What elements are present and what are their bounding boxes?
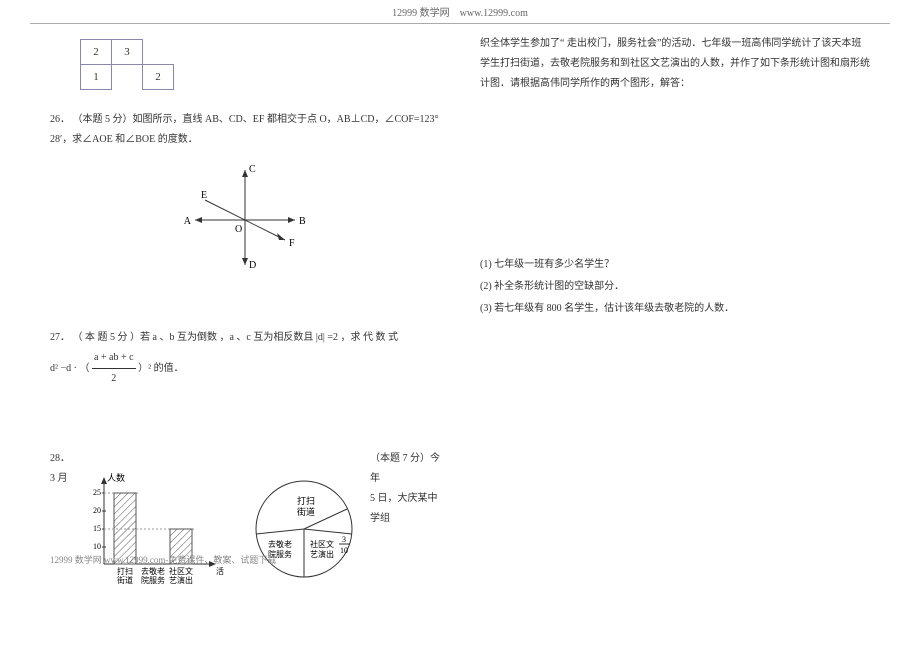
fig25-cell-empty xyxy=(112,65,143,90)
q28-left1: （本题 7 分）今年 xyxy=(370,449,440,489)
q27-text: （ 本 题 5 分 ）若 a 、b 互为倒数 ，a 、c 互为相反数且 |d| … xyxy=(73,332,398,343)
bar-chart: 人数 25 20 15 10 打扫 街道 xyxy=(74,469,224,589)
svg-text:街道: 街道 xyxy=(297,506,315,517)
left-column: 2 3 1 2 26． （本题 5 分）如图所示，直线 AB、CD、EF 都相交… xyxy=(30,24,460,622)
q28-label: 28． xyxy=(50,453,70,464)
question-28: 28． 3 月 人数 2 xyxy=(50,449,440,607)
svg-text:15: 15 xyxy=(93,524,101,533)
pie-chart: 打扫 街道 去敬老 院服务 社区文 艺演出 3 10 xyxy=(244,469,364,589)
fig25-cell: 1 xyxy=(81,65,112,90)
svg-text:25: 25 xyxy=(93,488,101,497)
svg-text:3: 3 xyxy=(342,535,346,544)
fig25-cell: 2 xyxy=(143,65,174,90)
geom-label-o: O xyxy=(235,224,242,235)
geom-label-f: F xyxy=(289,238,295,249)
right-intro: 织全体学生参加了“ 走出校门，服务社会”的活动．七年级一班高伟同学统计了该天本班… xyxy=(480,34,870,94)
right-question-list: (1) 七年级一班有多少名学生？ (2) 补全条形统计图的空缺部分． (3) 若… xyxy=(480,254,870,320)
q27-expr-post: ）² 的值． xyxy=(138,363,184,374)
svg-text:人数: 人数 xyxy=(107,472,125,483)
page-header: 12999 数学网 www.12999.com xyxy=(30,0,890,24)
q27-expr-pre: d² −d · （ xyxy=(50,363,89,374)
geom-label-b: B xyxy=(299,216,306,227)
fig25-cell: 3 xyxy=(112,40,143,65)
q27-frac-num: a + ab + c xyxy=(92,348,136,369)
fig25-cell-empty xyxy=(143,40,174,65)
q28-left3: 5 日，大庆某中学组 xyxy=(370,489,440,529)
page-columns: 2 3 1 2 26． （本题 5 分）如图所示，直线 AB、CD、EF 都相交… xyxy=(0,24,920,622)
geom-label-c: C xyxy=(249,164,256,175)
svg-text:街道: 街道 xyxy=(117,575,133,585)
right-column: 织全体学生参加了“ 走出校门，服务社会”的活动．七年级一班高伟同学统计了该天本班… xyxy=(460,24,890,622)
q28-charts: 人数 25 20 15 10 打扫 街道 xyxy=(74,469,364,589)
right-item: (1) 七年级一班有多少名学生？ xyxy=(480,254,870,276)
geom-label-d: D xyxy=(249,260,256,270)
svg-text:10: 10 xyxy=(93,542,101,551)
right-item: (2) 补全条形统计图的空缺部分． xyxy=(480,276,870,298)
svg-text:20: 20 xyxy=(93,506,101,515)
q28-footer: 12999 数学网 www.12999.com-免费课件、教案、试题下载 xyxy=(50,551,440,569)
right-item: (3) 若七年级有 800 名学生，估计该年级去敬老院的人数． xyxy=(480,298,870,320)
q27-label: 27． xyxy=(50,332,70,343)
q26-text: （本题 5 分）如图所示，直线 AB、CD、EF 都相交于点 O，AB⊥CD，∠… xyxy=(50,114,439,145)
svg-text:社区文: 社区文 xyxy=(310,539,334,549)
fig25-cell: 2 xyxy=(81,40,112,65)
svg-text:去敬老: 去敬老 xyxy=(268,539,292,549)
q27-fraction: a + ab + c 2 xyxy=(92,348,136,389)
svg-text:艺演出: 艺演出 xyxy=(169,575,193,585)
question-27: 27． （ 本 题 5 分 ）若 a 、b 互为倒数 ，a 、c 互为相反数且 … xyxy=(50,328,440,389)
q28-left2: 3 月 xyxy=(50,473,68,484)
q27-frac-den: 2 xyxy=(92,369,136,389)
q26-figure: A B C D E F O xyxy=(50,160,440,278)
svg-text:院服务: 院服务 xyxy=(141,575,165,585)
svg-text:打扫: 打扫 xyxy=(297,495,315,506)
geom-label-a: A xyxy=(184,216,192,227)
figure-25-table: 2 3 1 2 xyxy=(80,39,440,90)
question-26: 26． （本题 5 分）如图所示，直线 AB、CD、EF 都相交于点 O，AB⊥… xyxy=(50,110,440,278)
q26-label: 26． xyxy=(50,114,70,125)
geom-label-e: E xyxy=(201,190,207,201)
